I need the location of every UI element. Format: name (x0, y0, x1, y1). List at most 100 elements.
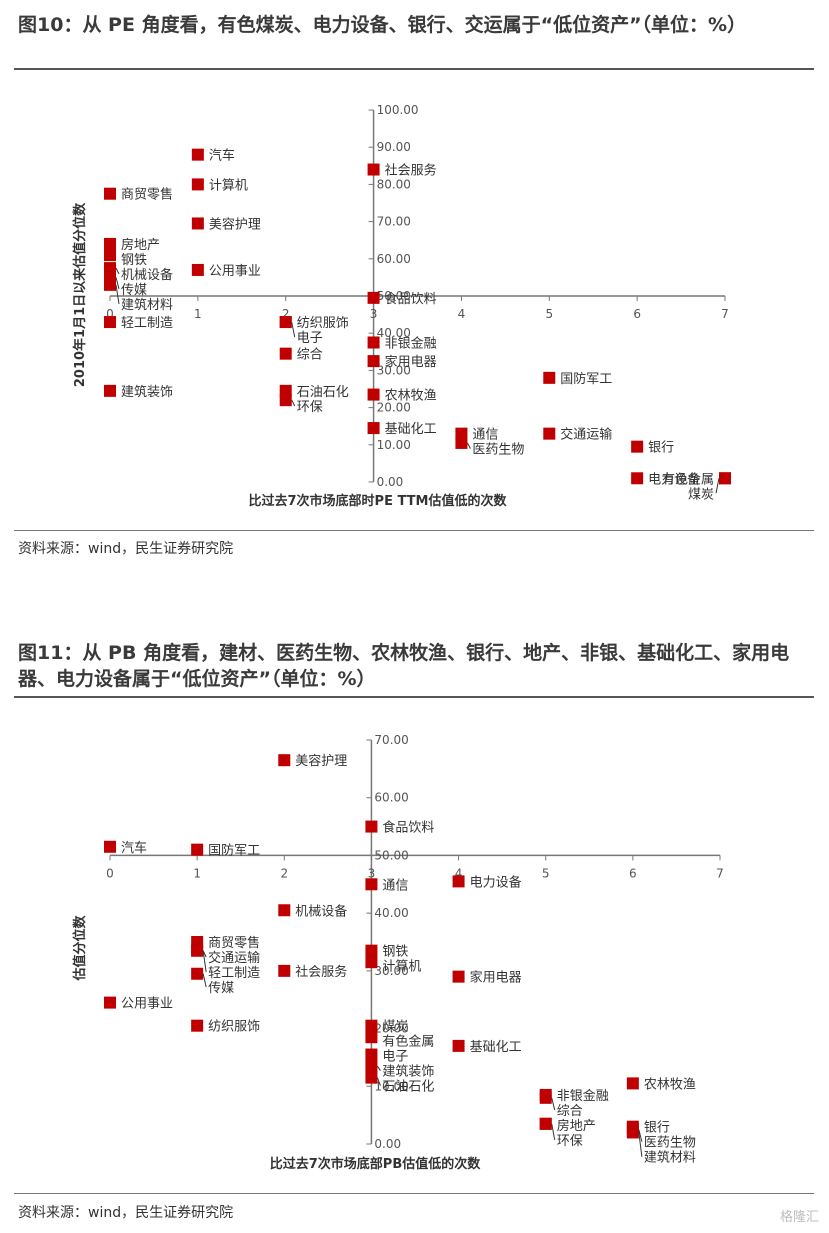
fig10-point-label: 建筑装饰 (121, 384, 173, 400)
fig11-x-tick-label: 6 (629, 866, 637, 880)
fig10-point-label: 美容护理 (209, 216, 261, 232)
fig11-point-marker (365, 944, 378, 957)
figure11-title: 图11：从 PB 角度看，建材、医药生物、农林牧渔、银行、地产、非银、基础化工、… (18, 642, 790, 690)
fig11-point-label: 房地产 (557, 1118, 596, 1134)
fig11-x-tick-label: 1 (193, 866, 201, 880)
fig10-x-axis-title: 比过去7次市场底部时PE TTM估值低的次数 (249, 493, 508, 509)
fig10-point-marker (104, 249, 116, 262)
fig10-point-label: 基础化工 (385, 422, 437, 437)
fig11-point-label: 有色金属 (382, 1034, 434, 1050)
fig11-point-label: 基础化工 (470, 1040, 522, 1055)
fig10-y-tick-label: 70.00 (377, 215, 411, 229)
fig10-point-label: 社会服务 (385, 163, 437, 179)
fig10-point-label: 房地产 (121, 237, 160, 253)
fig11-point-marker (539, 1117, 552, 1130)
fig11-point-marker (191, 1019, 204, 1032)
fig11-point-marker (452, 970, 465, 983)
figure10-title: 图10：从 PE 角度看，有色煤炭、电力设备、银行、交运属于“低位资产”（单位：… (18, 14, 747, 36)
fig11-point-label: 美容护理 (295, 753, 347, 769)
fig11-point-label: 煤炭 (382, 1020, 408, 1035)
fig11-point-label: 机械设备 (295, 903, 347, 919)
fig11-point-marker (191, 843, 204, 856)
fig10-leader-line (115, 267, 120, 275)
fig11-x-tick-label: 2 (280, 866, 288, 880)
fig11-point-label: 银行 (644, 1121, 670, 1136)
fig10-point-marker (455, 436, 468, 449)
fig10-point-label: 商贸零售 (121, 187, 173, 203)
fig10-y-tick-label: 90.00 (377, 140, 411, 154)
fig10-y-tick-label: 60.00 (377, 252, 411, 266)
fig10-point-label: 通信 (472, 428, 498, 443)
fig10-x-tick-label: 1 (194, 307, 202, 321)
fig10-y-tick-label: 10.00 (377, 438, 411, 452)
fig11-point-label: 医药生物 (644, 1136, 696, 1151)
fig11-y-tick-label: 0.00 (374, 1137, 401, 1151)
fig11-point-marker (365, 1060, 378, 1073)
fig10-y-tick-label: 0.00 (377, 475, 404, 489)
fig10-leader-line (291, 399, 296, 407)
figure11-chart: 0 1 2 3 4 5 6 70.0010.0020.0030.0040.0050.0060.… (72, 733, 724, 1172)
fig10-point-label: 煤炭 (688, 487, 714, 502)
figure11-source-rule (14, 1193, 814, 1194)
fig11-point-label: 环保 (557, 1134, 583, 1149)
fig11-leader-line (376, 1077, 381, 1086)
fig10-x-tick-label: 6 (633, 307, 641, 321)
fig11-point-marker (365, 1019, 378, 1032)
fig10-x-tick-label: 4 (458, 307, 466, 321)
fig10-y-tick-label: 30.00 (377, 363, 411, 377)
fig10-point-marker (455, 427, 468, 440)
fig10-point-marker (191, 217, 204, 230)
fig11-point-label: 国防军工 (208, 843, 260, 859)
fig10-point-marker (543, 427, 556, 440)
fig11-leader-line (551, 1097, 556, 1111)
fig10-x-tick-label: 0 (106, 307, 114, 321)
fig10-y-axis-title: 2010年1月1日以来估值分位数 (72, 202, 88, 387)
fig10-x-tick-label: 2 (282, 307, 290, 321)
fig10-leader-line (115, 277, 120, 290)
fig11-leader-line (202, 973, 207, 988)
fig11-point-label: 通信 (382, 878, 408, 893)
fig11-y-tick-label: 10.00 (374, 1079, 408, 1093)
fig11-x-tick-label: 3 (368, 866, 376, 880)
fig11-y-tick-label: 70.00 (374, 733, 408, 747)
fig10-point-marker (631, 440, 644, 453)
fig11-point-marker (278, 964, 291, 977)
fig11-point-marker (452, 1039, 465, 1052)
fig11-point-label: 公用事业 (121, 997, 173, 1012)
fig10-point-marker (367, 163, 380, 176)
fig11-point-label: 商贸零售 (208, 935, 260, 951)
fig11-point-label: 汽车 (121, 840, 147, 856)
fig10-point-marker (104, 316, 116, 329)
fig10-point-marker (367, 388, 380, 401)
figure10-source: 资料来源：wind，民生证券研究院 (18, 541, 234, 557)
fig11-point-marker (626, 1077, 639, 1090)
fig11-point-label: 纺织服饰 (208, 1020, 260, 1035)
figure10-chart: 0 1 2 3 4 5 6 70.0010.0020.0030.0040.0050.0060.… (72, 103, 731, 509)
fig10-point-label: 传媒 (121, 283, 147, 298)
fig10-leader-line (466, 442, 471, 449)
figure11-title-rule (14, 696, 814, 698)
fig11-point-label: 食品饮料 (382, 820, 434, 836)
fig10-point-marker (631, 472, 644, 485)
fig11-y-tick-label: 60.00 (374, 791, 408, 805)
fig10-y-tick-label: 80.00 (377, 177, 411, 191)
fig11-point-label: 非银金融 (557, 1088, 609, 1104)
fig10-point-label: 汽车 (209, 148, 235, 164)
fig11-point-label: 传媒 (208, 981, 234, 996)
fig11-y-tick-label: 30.00 (374, 964, 408, 978)
fig10-y-tick-label: 40.00 (377, 326, 411, 340)
fig11-point-label: 交通运输 (208, 950, 260, 966)
fig10-point-marker (279, 316, 292, 329)
fig11-x-tick-label: 7 (716, 866, 724, 880)
fig10-point-label: 计算机 (209, 178, 248, 193)
fig10-point-label: 电子 (297, 331, 323, 346)
fig10-leader-line (115, 284, 120, 304)
figure10-title-rule (14, 68, 814, 70)
fig11-point-marker (278, 904, 291, 917)
fig10-point-marker (367, 422, 380, 435)
fig11-point-label: 农林牧渔 (644, 1077, 696, 1092)
fig10-point-marker (367, 291, 380, 304)
fig11-point-marker (191, 944, 204, 957)
fig11-leader-line (638, 1132, 643, 1157)
fig10-point-marker (191, 148, 204, 161)
